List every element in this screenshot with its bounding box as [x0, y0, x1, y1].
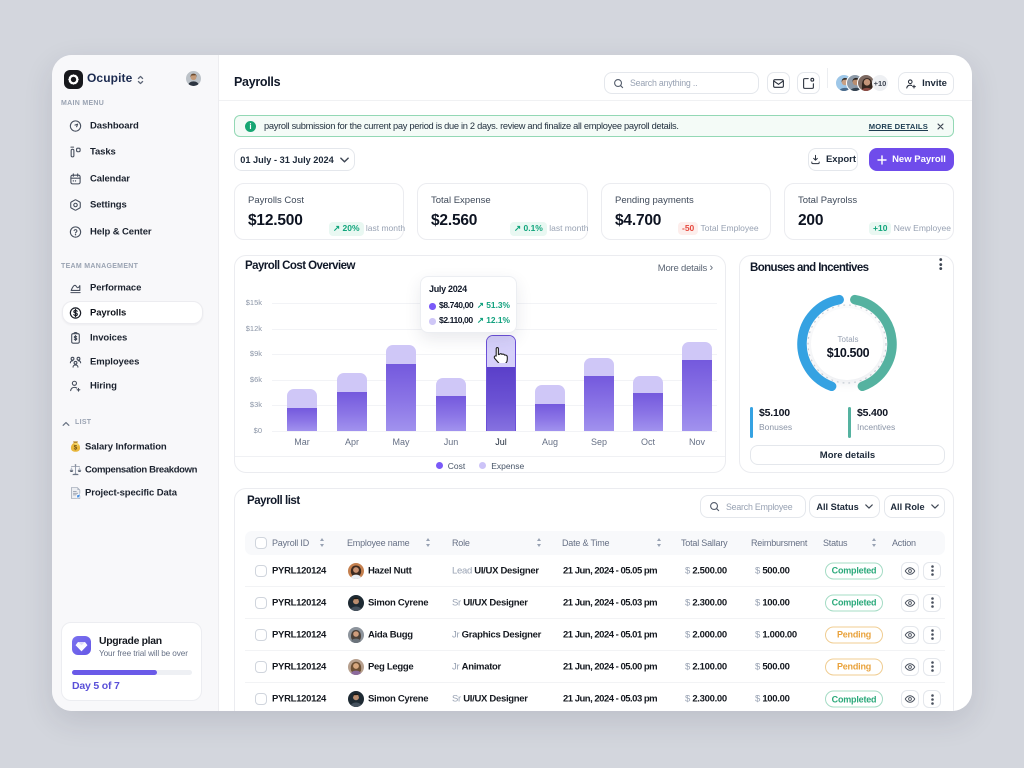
- svg-text:$: $: [74, 445, 78, 452]
